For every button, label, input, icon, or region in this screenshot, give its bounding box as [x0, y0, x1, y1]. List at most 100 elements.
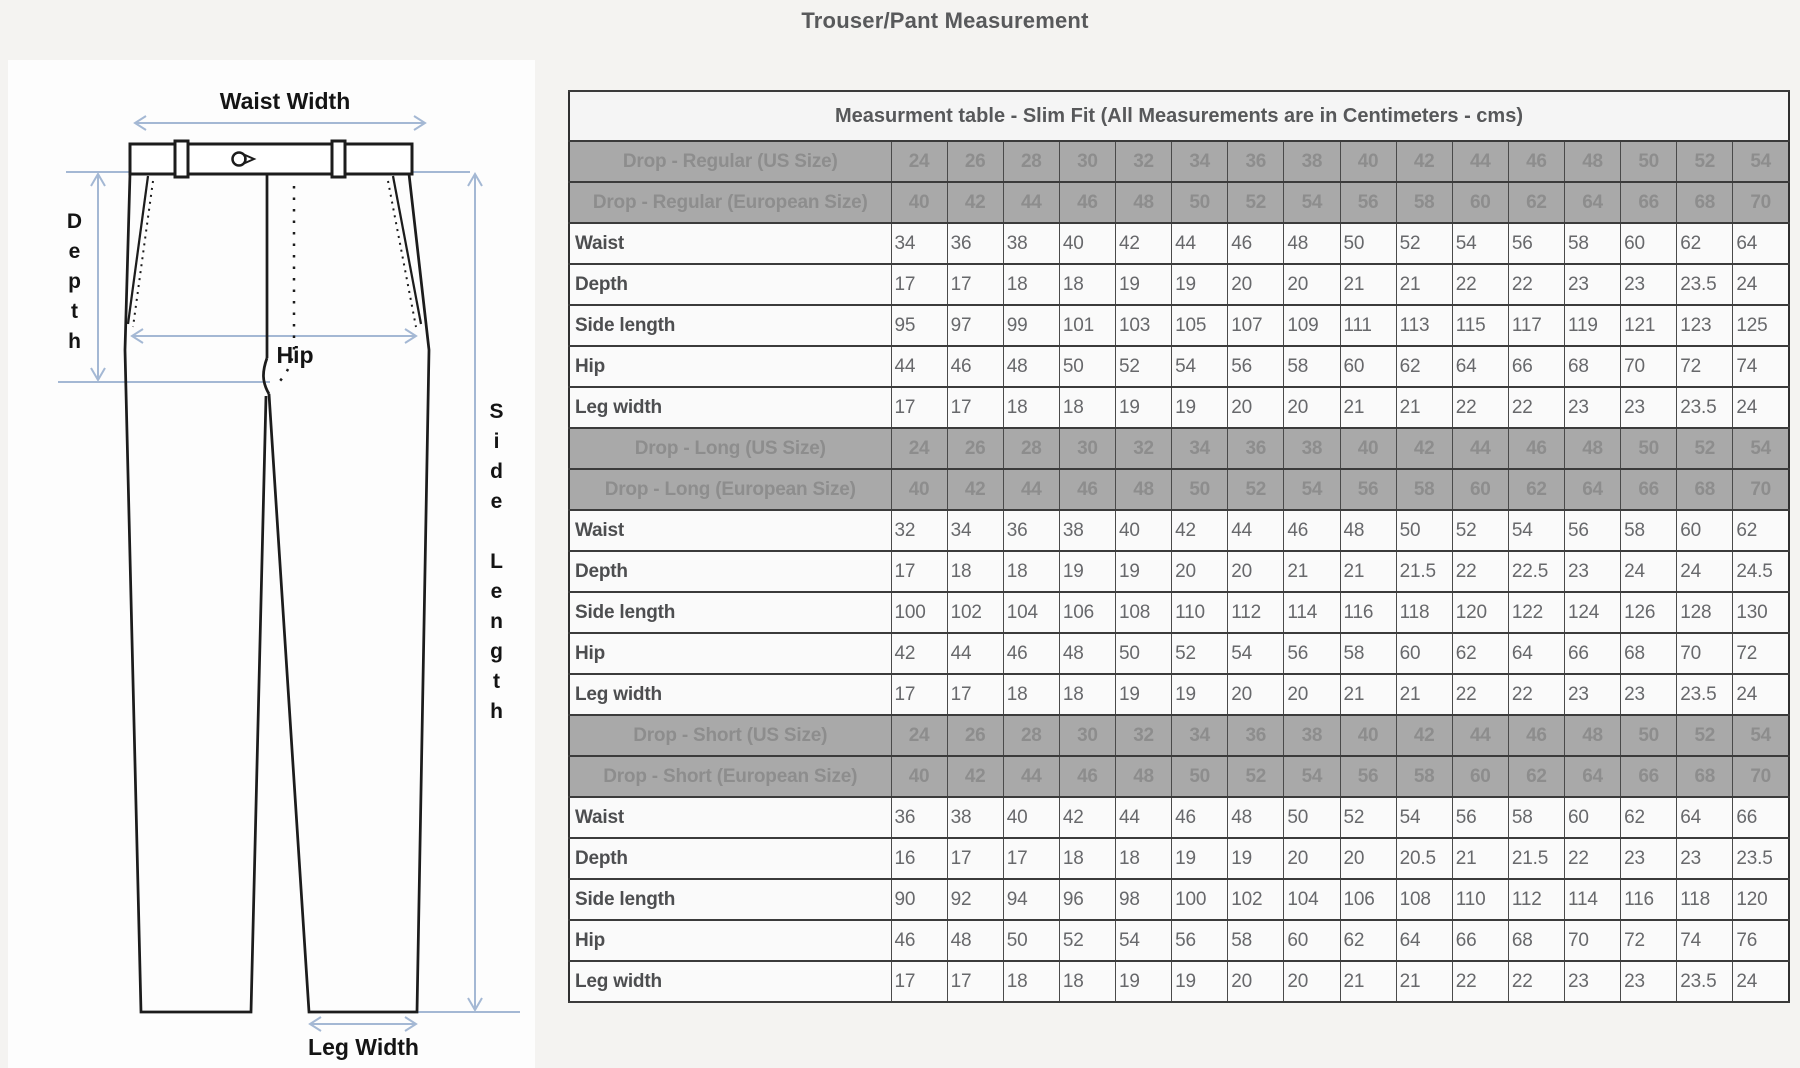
- size-value: 30: [1058, 427, 1117, 470]
- depth-label: Depth: [63, 210, 86, 360]
- measure-value: 56: [1451, 796, 1509, 839]
- size-value: 36: [1227, 427, 1285, 470]
- measure-value: 118: [1676, 878, 1734, 921]
- measure-value: 22: [1507, 673, 1566, 716]
- measure-value: 38: [946, 796, 1004, 839]
- measure-value: 104: [1002, 591, 1060, 634]
- measure-row: Depth 17 17 18 18 19 19 20 20 21 21 22 22 23 23 23.5 24: [568, 263, 1790, 306]
- measure-value: 22: [1563, 837, 1622, 880]
- measure-value: 60: [1563, 796, 1622, 839]
- measure-value: 56: [1507, 222, 1566, 265]
- pocket-line-right: [391, 175, 423, 325]
- size-header-row-eu: Drop - Regular (European Size) 40 42 44 46 48…: [568, 181, 1790, 224]
- measure-value: 56: [1171, 919, 1229, 962]
- size-value: 50: [1171, 755, 1229, 798]
- measure-value: 44: [946, 632, 1004, 675]
- measure-value: 44: [1227, 509, 1285, 552]
- measure-value: 23: [1620, 837, 1678, 880]
- measurement-table-wrap: Measurment table - Slim Fit (All Measure…: [568, 90, 1790, 1003]
- measure-row: Side length 95 97 99 101 103 105 107 109 111 113 11…: [568, 304, 1790, 347]
- measure-value: 66: [1451, 919, 1509, 962]
- size-value: 52: [1676, 427, 1734, 470]
- size-value: 62: [1507, 181, 1566, 224]
- size-value: 44: [1451, 140, 1509, 183]
- measure-label: Waist: [568, 796, 892, 839]
- measure-value: 122: [1507, 591, 1566, 634]
- size-header-row-us: Drop - Short (US Size) 24 26 28 30 32 34 36 38 40…: [568, 714, 1790, 757]
- measure-value: 50: [1114, 632, 1173, 675]
- size-value: 48: [1114, 181, 1173, 224]
- size-value: 70: [1732, 468, 1790, 511]
- measure-value: 52: [1058, 919, 1117, 962]
- measure-value: 17: [946, 386, 1004, 429]
- size-value: 24: [890, 140, 948, 183]
- measure-value: 19: [1171, 386, 1229, 429]
- measure-row: Waist 34 36 38 40 42 44 46 48 50 52 54 56 58 60 62 64: [568, 222, 1790, 265]
- measure-value: 23.5: [1732, 837, 1790, 880]
- size-value: 40: [890, 755, 948, 798]
- measure-value: 17: [890, 960, 948, 1003]
- measure-value: 50: [1283, 796, 1341, 839]
- measure-value: 21: [1339, 673, 1397, 716]
- measure-value: 46: [1227, 222, 1285, 265]
- measure-value: 23: [1620, 673, 1678, 716]
- size-value: 46: [1058, 755, 1117, 798]
- measure-value: 23: [1620, 386, 1678, 429]
- measure-value: 58: [1339, 632, 1397, 675]
- measure-value: 48: [946, 919, 1004, 962]
- measure-value: 24: [1676, 550, 1734, 593]
- measure-value: 44: [1114, 796, 1173, 839]
- size-value: 40: [1339, 427, 1397, 470]
- measure-value: 18: [1058, 386, 1117, 429]
- size-value: 48: [1563, 140, 1622, 183]
- measure-value: 21: [1395, 386, 1453, 429]
- size-value: 66: [1620, 468, 1678, 511]
- measure-value: 42: [890, 632, 948, 675]
- measure-value: 40: [1002, 796, 1060, 839]
- measure-value: 34: [946, 509, 1004, 552]
- measure-value: 74: [1732, 345, 1790, 388]
- measure-value: 48: [1283, 222, 1341, 265]
- measure-value: 40: [1058, 222, 1117, 265]
- size-value: 52: [1227, 181, 1285, 224]
- size-system-label: Drop - Regular (US Size): [568, 140, 892, 183]
- measure-value: 72: [1732, 632, 1790, 675]
- size-value: 32: [1114, 140, 1173, 183]
- size-value: 50: [1171, 468, 1229, 511]
- size-value: 42: [946, 755, 1004, 798]
- measure-row: Side length 100 102 104 106 108 110 112 114 116 11…: [568, 591, 1790, 634]
- measure-value: 21.5: [1395, 550, 1453, 593]
- measure-value: 17: [946, 263, 1004, 306]
- measure-value: 106: [1058, 591, 1117, 634]
- measure-value: 105: [1171, 304, 1229, 347]
- measure-label: Waist: [568, 509, 892, 552]
- size-value: 28: [1002, 427, 1060, 470]
- crease-dotted-line: [278, 186, 296, 383]
- size-value: 48: [1114, 468, 1173, 511]
- size-value: 38: [1283, 427, 1341, 470]
- size-value: 26: [946, 714, 1004, 757]
- size-system-label: Drop - Regular (European Size): [568, 181, 892, 224]
- measure-value: 64: [1507, 632, 1566, 675]
- measure-value: 46: [890, 919, 948, 962]
- measure-value: 20: [1283, 386, 1341, 429]
- size-value: 30: [1058, 140, 1117, 183]
- measure-row: Leg width 17 17 18 18 19 19 20 20 21 21 22 22 23 23 23.…: [568, 386, 1790, 429]
- measure-value: 104: [1283, 878, 1341, 921]
- measure-value: 46: [1171, 796, 1229, 839]
- measure-value: 102: [1227, 878, 1285, 921]
- measure-value: 24: [1732, 386, 1790, 429]
- measure-value: 92: [946, 878, 1004, 921]
- size-value: 44: [1002, 468, 1060, 511]
- measure-value: 112: [1507, 878, 1566, 921]
- measure-value: 119: [1563, 304, 1622, 347]
- measure-value: 116: [1339, 591, 1397, 634]
- size-header-row-us: Drop - Regular (US Size) 24 26 28 30 32 34 36 38…: [568, 140, 1790, 183]
- measure-value: 22: [1451, 960, 1509, 1003]
- measure-row: Hip 46 48 50 52 54 56 58 60 62 64 66 68 70 72 74 76: [568, 919, 1790, 962]
- measure-value: 64: [1732, 222, 1790, 265]
- measure-value: 42: [1171, 509, 1229, 552]
- size-system-label: Drop - Long (US Size): [568, 427, 892, 470]
- measure-value: 50: [1058, 345, 1117, 388]
- size-value: 48: [1563, 427, 1622, 470]
